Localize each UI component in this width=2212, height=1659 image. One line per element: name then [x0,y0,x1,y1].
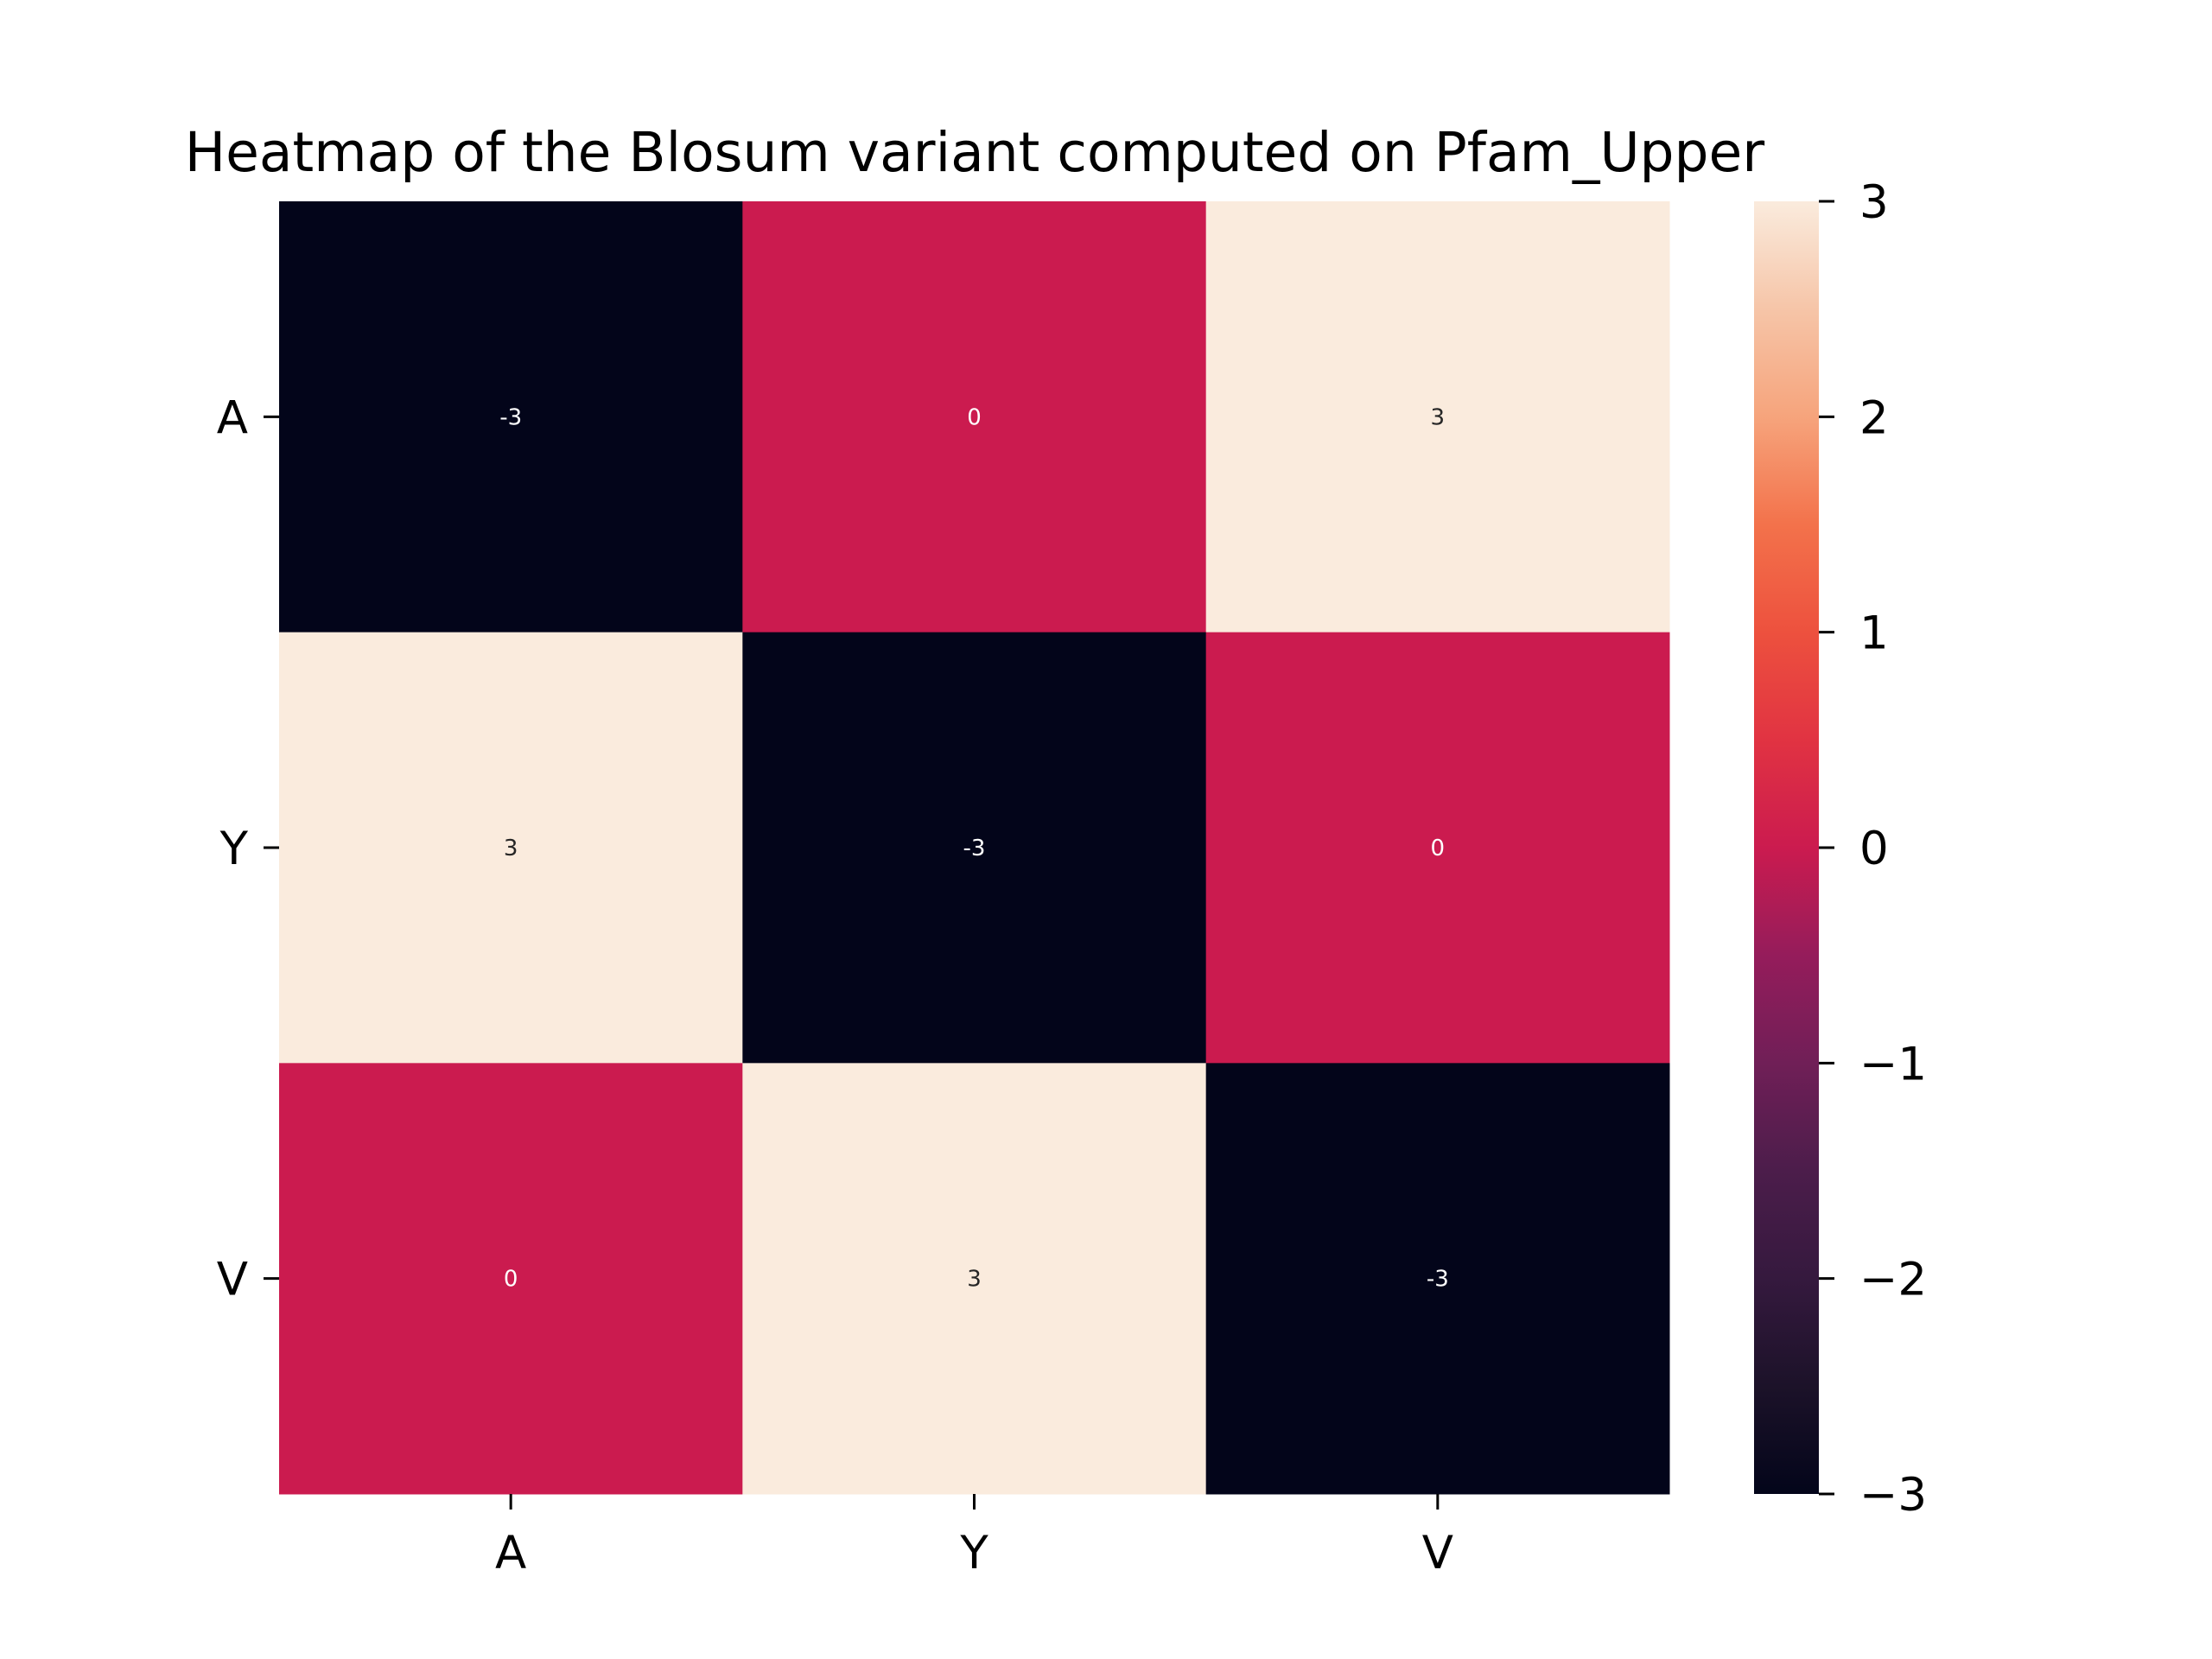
heatmap-cell-A-A [279,201,743,633]
heatmap-cell-V-A [279,1063,743,1495]
cell-label-Y-A: 3 [504,836,518,861]
heatmap-cell-Y-V [1205,632,1670,1064]
x-tick-label-V: V [1422,1527,1453,1580]
colorbar-tick-label: −1 [1859,1038,1927,1090]
colorbar-tick-label: 1 [1859,607,1889,660]
colorbar-ticks: 3 2 1 0 −1 −2 −3 [1819,176,1927,1522]
y-axis: A Y V [217,391,279,1306]
cell-label-Y-V: 0 [1431,836,1446,861]
heatmap-cell-V-Y [742,1063,1207,1495]
y-tick-label-V: V [217,1254,248,1306]
heatmap-cell-A-V [1205,201,1670,633]
cell-label-A-V: 3 [1431,404,1446,430]
colorbar-tick-label: −2 [1859,1254,1927,1306]
cell-label-V-Y: 3 [967,1267,982,1293]
cell-label-A-A: -3 [499,404,522,430]
heatmap-cell-A-Y [742,201,1207,633]
colorbar: 3 2 1 0 −1 −2 −3 [1754,176,1927,1522]
x-tick-label-A: A [495,1527,526,1580]
x-tick-label-Y: Y [959,1527,988,1580]
chart-title: Heatmap of the Blosum variant computed o… [185,121,1765,184]
colorbar-tick-label: 2 [1859,391,1889,444]
cell-label-Y-Y: -3 [963,836,986,861]
heatmap-cell-labels: -3 0 3 3 -3 0 0 3 -3 [499,404,1449,1292]
cell-label-V-V: -3 [1427,1267,1449,1293]
heatmap-cell-Y-Y [742,632,1207,1064]
y-tick-label-A: A [217,391,248,444]
colorbar-gradient [1754,201,1819,1494]
heatmap-cell-Y-A [279,632,743,1064]
cell-label-V-A: 0 [504,1267,518,1293]
heatmap-cells [279,201,1670,1495]
heatmap-cell-V-V [1205,1063,1670,1495]
cell-label-A-Y: 0 [967,404,982,430]
colorbar-tick-label: 3 [1859,176,1889,229]
y-tick-label-Y: Y [219,823,249,875]
colorbar-tick-label: 0 [1859,823,1889,875]
colorbar-tick-label: −3 [1859,1469,1927,1522]
